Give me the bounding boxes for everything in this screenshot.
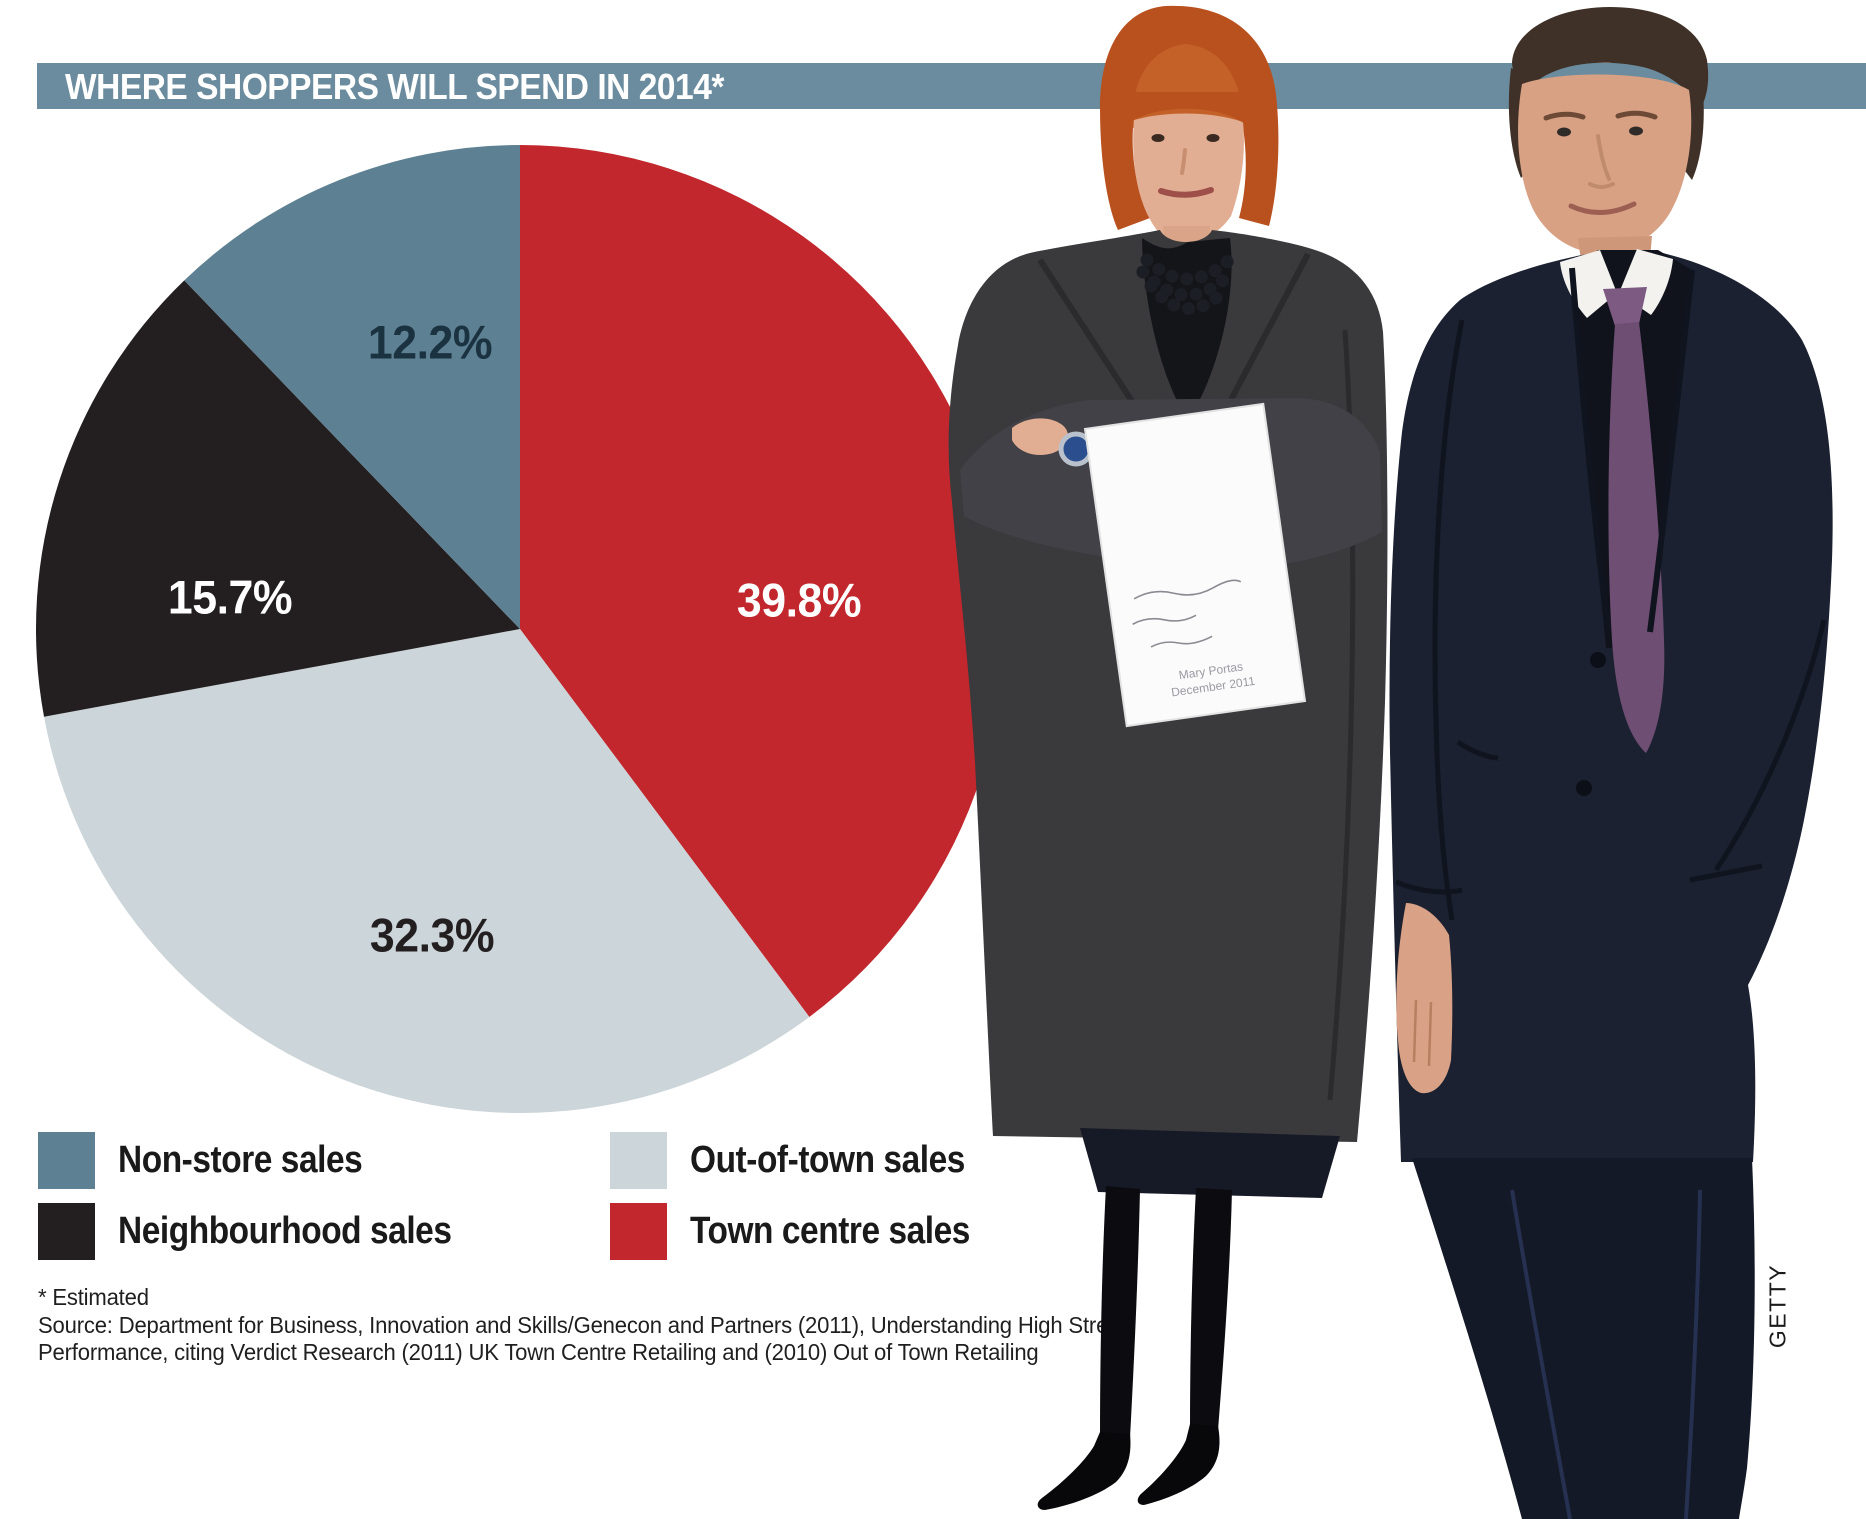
- cameron-nose: [1588, 134, 1615, 189]
- footnote: * Estimated Source: Department for Busin…: [38, 1284, 1126, 1367]
- cameron-eye-left: [1557, 127, 1571, 137]
- legend-item-neighbourhood: Neighbourhood sales: [38, 1203, 497, 1260]
- portas-eye-right: [1206, 134, 1220, 142]
- cameron-brow-right: [1615, 110, 1658, 120]
- cameron-trousers: [1412, 1158, 1755, 1519]
- portas-paper-handwriting: [1132, 579, 1242, 648]
- portas-nose: [1180, 148, 1187, 175]
- legend-swatch-town-centre: [610, 1203, 667, 1260]
- pie-slice-out-of-town-sales: [44, 629, 810, 1113]
- portas-hand: [1012, 418, 1068, 456]
- legend-item-out-of-town: Out-of-town sales: [610, 1132, 1002, 1189]
- legend-swatch-neighbourhood: [38, 1203, 95, 1260]
- portas-shoe-right-icon: [1137, 1424, 1220, 1505]
- portas-paper: Mary Portas December 2011: [1083, 402, 1307, 728]
- cameron-cuff-line: [1395, 879, 1463, 895]
- cameron-shirt-collar-left: [1560, 250, 1617, 318]
- cameron-sleeve-crease: [1432, 319, 1465, 921]
- pie-slice-neighbourhood-sales: [35, 280, 520, 717]
- portas-leg-left: [1100, 1186, 1140, 1438]
- cameron-lapel-right: [1647, 269, 1695, 633]
- cameron-jacket-button-bottom: [1576, 780, 1592, 796]
- legend-item-town-centre: Town centre sales: [610, 1203, 1008, 1260]
- footnote-source-line2: Performance, citing Verdict Research (20…: [38, 1339, 1039, 1365]
- cameron-arm-fold: [1713, 619, 1827, 872]
- cameron-hand-fingers: [1412, 999, 1433, 1067]
- cameron-trouser-crease-left: [1510, 1189, 1572, 1519]
- page-title: WHERE SHOPPERS WILL SPEND IN 2014*: [65, 66, 724, 107]
- portas-eye-left: [1151, 134, 1165, 142]
- cameron-jacket-button-top: [1590, 652, 1606, 668]
- portas-mouth: [1158, 187, 1214, 198]
- pie-chart: [35, 145, 1004, 1113]
- portas-necklace-icon: [1136, 253, 1239, 315]
- legend-label-non-store: Non-store sales: [118, 1139, 363, 1181]
- photo-mary-portas: Mary Portas December 2011: [948, 5, 1388, 1510]
- portas-leg-right: [1190, 1188, 1232, 1430]
- photo-david-cameron: [1389, 7, 1833, 1519]
- cameron-brow-left: [1543, 111, 1586, 121]
- pie-slice-town-centre-sales: [520, 145, 1004, 1017]
- portas-skirt: [1080, 1128, 1340, 1198]
- cameron-pocket-left: [1456, 739, 1499, 761]
- cameron-lapel-left: [1569, 267, 1611, 631]
- portas-fringe: [1131, 92, 1246, 124]
- cameron-trouser-crease-right: [1684, 1189, 1702, 1519]
- photo-cutout: Mary Portas December 2011: [948, 5, 1833, 1519]
- legend-swatch-non-store: [38, 1132, 95, 1189]
- portas-face: [1133, 113, 1244, 244]
- legend-label-town-centre: Town centre sales: [690, 1210, 970, 1252]
- cameron-pocket-right: [1689, 863, 1763, 883]
- cameron-hair-icon: [1512, 7, 1709, 110]
- legend-item-non-store: Non-store sales: [38, 1132, 396, 1189]
- legend-label-neighbourhood: Neighbourhood sales: [118, 1210, 452, 1252]
- cameron-mouth: [1568, 201, 1637, 216]
- cameron-jacket: [1389, 252, 1833, 1162]
- cameron-hand: [1396, 903, 1453, 1094]
- legend-label-out-of-town: Out-of-town sales: [690, 1139, 965, 1181]
- cameron-tie-knot: [1603, 287, 1647, 326]
- cameron-eye-right: [1629, 126, 1643, 136]
- legend-swatch-out-of-town: [610, 1132, 667, 1189]
- portas-shoe-left-icon: [1037, 1432, 1131, 1510]
- pie-slice-non-store-sales: [184, 145, 521, 629]
- photo-credit: GETTY: [1764, 1263, 1791, 1349]
- footnote-source-line1: Source: Department for Business, Innovat…: [38, 1311, 1127, 1338]
- footnote-estimated: * Estimated: [38, 1284, 149, 1310]
- cameron-tie: [1608, 322, 1665, 753]
